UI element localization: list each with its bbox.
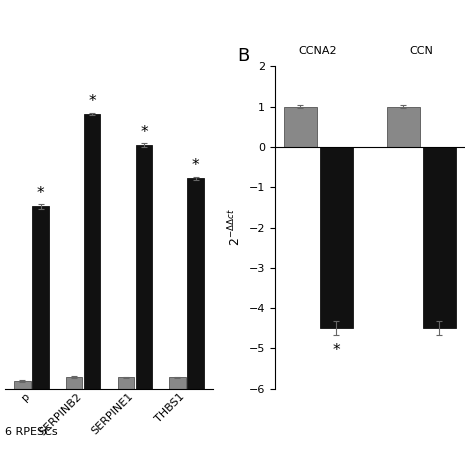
Text: CCNA2: CCNA2 bbox=[299, 46, 337, 56]
Text: *: * bbox=[192, 158, 200, 173]
Text: 6 RPESCs: 6 RPESCs bbox=[5, 427, 57, 437]
Bar bbox=[14, 381, 31, 389]
Bar bbox=[423, 147, 456, 328]
Bar bbox=[319, 147, 353, 328]
Text: *: * bbox=[89, 94, 96, 109]
Bar bbox=[118, 377, 134, 389]
Text: *: * bbox=[140, 125, 148, 140]
Text: B: B bbox=[237, 47, 249, 65]
Bar bbox=[136, 145, 152, 389]
Bar bbox=[187, 179, 204, 389]
Y-axis label: $2^{-\Delta\Delta ct}$: $2^{-\Delta\Delta ct}$ bbox=[227, 209, 243, 246]
Text: *: * bbox=[332, 343, 340, 358]
Bar bbox=[32, 207, 49, 389]
Text: *: * bbox=[37, 186, 45, 201]
Bar bbox=[387, 107, 420, 147]
Bar bbox=[169, 377, 186, 389]
Bar bbox=[283, 107, 317, 147]
Bar bbox=[66, 377, 82, 389]
Bar bbox=[84, 114, 100, 389]
Text: CCN: CCN bbox=[410, 46, 433, 56]
